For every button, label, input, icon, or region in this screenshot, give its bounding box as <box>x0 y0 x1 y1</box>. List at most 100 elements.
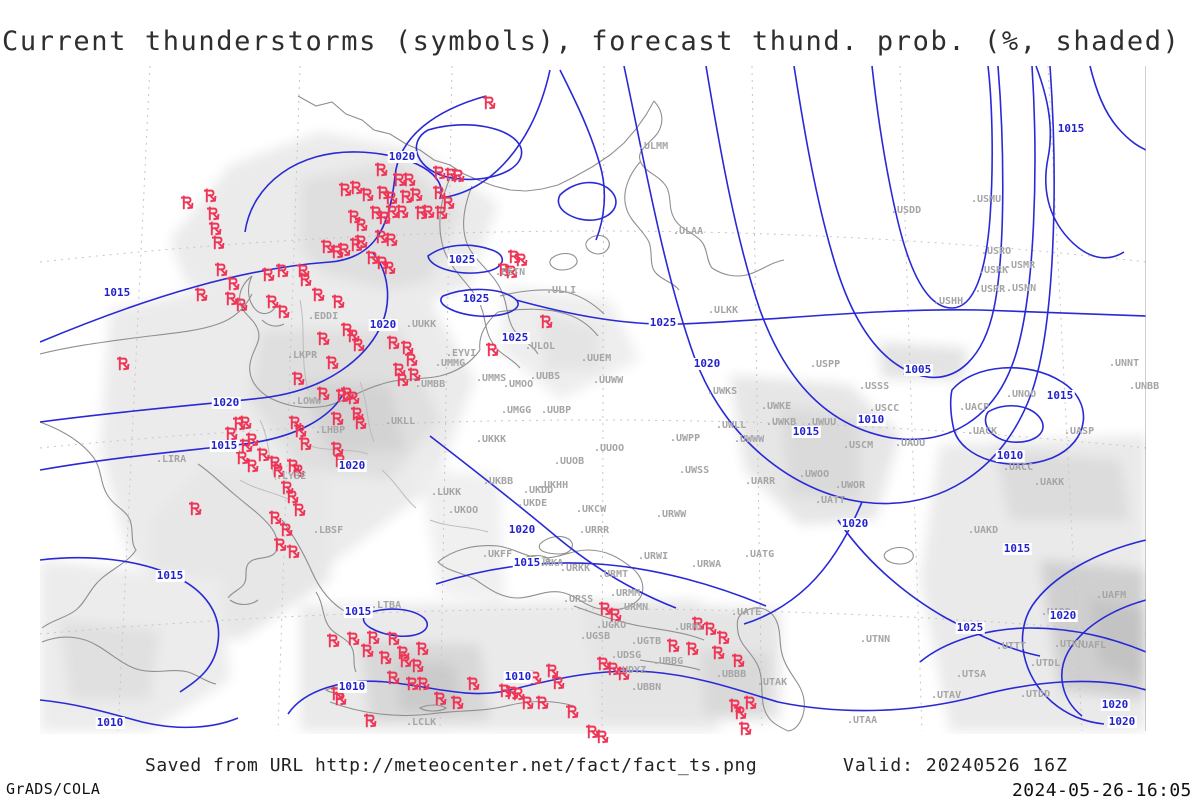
station-code-label: .UKCW <box>576 504 607 515</box>
station-code-label: .EETN <box>495 267 526 278</box>
station-code-label: .USSS <box>859 381 890 392</box>
station-code-label: .LTBA <box>371 600 402 611</box>
station-code-label: .UGKO <box>596 620 627 631</box>
probability-shading-layer <box>40 132 1146 731</box>
station-code-label: .UKDE <box>517 498 548 509</box>
isobar-value-label: 1020 <box>840 517 870 530</box>
station-code-label: .UWOR <box>835 480 866 491</box>
station-code-label: .UKKK <box>476 434 507 445</box>
station-code-label: .UWSS <box>679 465 710 476</box>
station-code-label: .UBBN <box>631 682 662 693</box>
station-code-label: .USRR <box>975 284 1006 295</box>
station-code-label: .USDD <box>891 205 922 216</box>
station-code-label: .UUOO <box>594 443 625 454</box>
station-code-label: .UATE <box>731 607 762 618</box>
station-code-label: .LCLK <box>406 717 437 728</box>
isobar-value-label: 1020 <box>387 150 417 163</box>
station-code-label: .UWKB <box>766 417 797 428</box>
station-code-label: .UTAA <box>847 715 878 726</box>
station-code-label: .LHBP <box>315 425 346 436</box>
station-code-label: .USMR <box>1005 260 1036 271</box>
station-code-label: .USCC <box>869 403 900 414</box>
station-code-label: .UAUU <box>895 438 926 449</box>
station-code-label: .UACP <box>959 402 990 413</box>
thunderstorm-icon <box>739 721 752 736</box>
station-code-label: .UATG <box>744 549 775 560</box>
station-code-label: .UTAV <box>931 690 962 701</box>
thunderstorm-icon <box>181 195 194 210</box>
station-code-label: .URKA <box>533 558 564 569</box>
isobar-value-label: 1015 <box>1056 122 1086 135</box>
thunderstorm-icon <box>596 729 609 744</box>
station-code-label: .USNN <box>1006 283 1037 294</box>
station-code-label: .UWUU <box>806 417 837 428</box>
isobar-value-label: 1020 <box>337 459 367 472</box>
station-code-label: .UAKK <box>1034 477 1065 488</box>
station-code-label: .UNBB <box>1129 381 1160 392</box>
isobar-value-label: 1015 <box>791 425 821 438</box>
station-code-label: .UTDD <box>1020 689 1051 700</box>
station-code-label: .URWW <box>656 509 687 520</box>
isobar-value-label: 1025 <box>648 316 678 329</box>
station-code-label: .UNOO <box>1006 389 1037 400</box>
station-code-label: .UAKD <box>968 525 999 536</box>
station-code-label: .UACC <box>1003 462 1034 473</box>
station-code-label: .UUWW <box>593 375 624 386</box>
station-code-label: .UTSA <box>956 669 987 680</box>
isobar-value-label: 1010 <box>856 413 886 426</box>
station-code-label: .URMN <box>618 602 649 613</box>
station-code-label: .UACK <box>967 426 998 437</box>
station-code-label: .ULLI <box>546 285 577 296</box>
render-timestamp: 2024-05-26-16:05 <box>1012 780 1192 800</box>
station-code-label: .UBBB <box>716 669 747 680</box>
station-code-label: .USCM <box>843 440 874 451</box>
station-code-label: .UKOO <box>448 505 479 516</box>
station-code-label: .UUBP <box>541 405 572 416</box>
station-code-label: .UTAK <box>757 677 788 688</box>
station-code-label: .USHH <box>933 296 964 307</box>
station-code-label: .UUEM <box>581 353 612 364</box>
isobar-value-label: 1020 <box>1048 609 1078 622</box>
station-code-label: .EDDI <box>308 311 339 322</box>
station-code-label: .UUKK <box>406 319 437 330</box>
station-code-label: .UWKS <box>707 386 738 397</box>
isobar-value-label: 1015 <box>1002 542 1032 555</box>
map-title: Current thunderstorms (symbols), forecas… <box>2 26 1181 57</box>
station-code-label: .URSS <box>563 594 594 605</box>
station-code-label: .UMBB <box>415 379 446 390</box>
isobar-value-label: 1025 <box>955 621 985 634</box>
station-code-label: .UKBB <box>483 476 514 487</box>
station-code-label: .UAFL <box>1076 640 1107 651</box>
station-code-label: .UATT <box>815 495 846 506</box>
station-code-label: .URRR <box>579 525 610 536</box>
station-code-label: .USRO <box>981 246 1012 257</box>
station-code-label: .USRK <box>978 265 1009 276</box>
station-code-label: .URWA <box>691 559 722 570</box>
station-code-label: .USMU <box>971 194 1002 205</box>
isobar-value-label: 1025 <box>447 253 477 266</box>
station-code-label: .LIRA <box>156 454 187 465</box>
station-code-label: .UTTT <box>996 641 1027 652</box>
station-code-label: .UUOB <box>554 456 585 467</box>
station-code-label: .UTKN <box>1054 639 1085 650</box>
station-code-label: .UUBS <box>530 371 561 382</box>
station-code-label: .UTNN <box>860 634 891 645</box>
station-code-label: .UKHH <box>538 480 569 491</box>
station-code-label: .UWKE <box>761 401 792 412</box>
station-code-label: .UBBG <box>653 656 684 667</box>
isobar-value-label: 1015 <box>209 439 239 452</box>
station-code-label: .UMMS <box>476 373 507 384</box>
station-code-label: .UGTB <box>631 636 662 647</box>
grads-credit: GrADS/COLA <box>6 780 101 798</box>
station-code-label: .URMM <box>610 588 641 599</box>
isobar-value-label: 1025 <box>461 292 491 305</box>
station-code-label: .ULOL <box>525 341 556 352</box>
source-url-caption: Saved from URL http://meteocenter.net/fa… <box>145 755 758 776</box>
station-code-label: .UKDD <box>523 485 554 496</box>
station-code-label: .UMMG <box>435 358 466 369</box>
isobar-value-label: 1020 <box>368 318 398 331</box>
station-code-label: .UKFF <box>482 549 513 560</box>
isobar-value-label: 1025 <box>500 331 530 344</box>
